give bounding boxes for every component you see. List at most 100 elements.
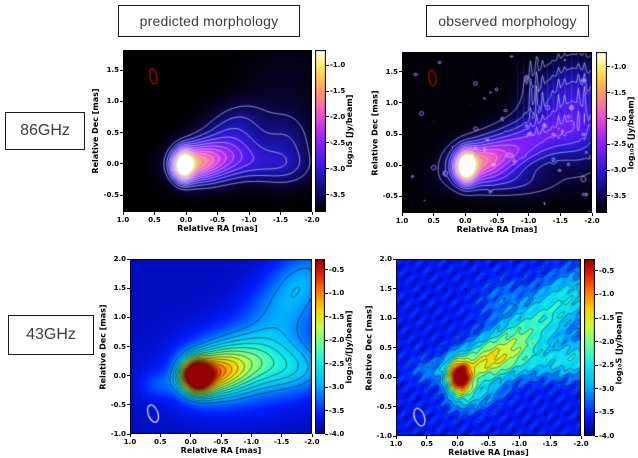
colorbar-tick-label: -3.5 <box>611 191 627 200</box>
colorbar-tick <box>595 364 598 366</box>
x-tick-label: 0.5 <box>154 438 167 446</box>
heatmap-86ghz-predicted <box>123 50 312 212</box>
y-tick-label: 1.0 <box>385 98 398 107</box>
x-tick-label: -2.0 <box>584 217 600 225</box>
y-tick-label: 2.0 <box>379 255 392 263</box>
x-tick-label: -1.5 <box>272 216 289 224</box>
y-axis-tick <box>127 433 130 435</box>
y-axis-tick <box>399 195 402 197</box>
x-axis-tick <box>401 213 403 216</box>
heatmap-43ghz-observed <box>396 259 581 436</box>
x-axis-tick <box>217 212 218 215</box>
y-tick-label: -0.5 <box>376 402 392 411</box>
x-tick-label: 0.0 <box>451 440 464 448</box>
colorbar-tick <box>595 411 598 413</box>
y-axis-tick <box>127 287 130 289</box>
colorbar-tick <box>595 293 598 295</box>
x-axis-tick <box>159 434 161 437</box>
row-header-86ghz: 86GHz <box>5 112 85 150</box>
colorbar-tick <box>326 168 329 170</box>
y-tick-label: -1.0 <box>376 432 392 440</box>
colorbar-tick-label: -2.5 <box>329 359 345 368</box>
y-axis-tick <box>399 133 402 135</box>
x-axis-tick <box>559 213 561 216</box>
colorbar-86ghz-observed <box>596 52 607 213</box>
y-axis-tick <box>127 375 130 377</box>
x-tick-label: -0.5 <box>209 216 226 224</box>
colorbar-tick-label: -2.0 <box>329 336 345 345</box>
x-tick-label: 0.5 <box>427 217 440 225</box>
y-axis-tick <box>127 258 130 260</box>
y-axis-tick <box>393 347 396 348</box>
colorbar-tick-label: -3.0 <box>330 164 346 173</box>
x-axis-tick <box>280 212 281 215</box>
colorbar-tick-label: -3.0 <box>611 166 627 175</box>
colorbar-tick <box>607 169 610 171</box>
y-axis-tick <box>120 163 123 165</box>
y-tick-label: 0.0 <box>113 371 126 380</box>
x-tick-label: -1.0 <box>521 217 537 225</box>
y-tick-label: -0.5 <box>382 192 398 201</box>
colorbar-tick <box>607 118 610 120</box>
heatmap-43ghz-predicted <box>130 259 312 434</box>
y-tick-label: -0.5 <box>103 191 119 200</box>
colorbar-tick-label: -2.0 <box>599 337 615 346</box>
x-tick-label: -0.5 <box>213 438 229 446</box>
colorbar-43ghz-predicted <box>315 259 325 434</box>
colorbar-tick <box>326 64 329 66</box>
y-axis-tick <box>399 102 402 104</box>
y-tick-label: 0.0 <box>106 159 119 168</box>
y-axis-tick <box>399 164 402 166</box>
column-header-predicted-text: predicted morphology <box>139 13 279 29</box>
colorbar-tick-label: -0.5 <box>329 265 345 274</box>
x-tick-label: -1.0 <box>243 438 259 446</box>
x-axis-tick <box>528 213 530 216</box>
y-tick-label: 1.5 <box>379 284 392 293</box>
x-tick-label: -1.5 <box>274 438 290 446</box>
colorbar-tick-label: -4.0 <box>599 432 615 440</box>
row-header-43ghz: 43GHz <box>8 315 94 355</box>
colorbar-tick-label: -3.5 <box>329 406 345 415</box>
colorbar-tick <box>325 339 328 341</box>
colorbar-tick <box>607 92 610 94</box>
x-axis-tick <box>311 434 313 437</box>
x-tick-label: -1.0 <box>511 440 527 448</box>
colorbar-tick <box>595 435 598 437</box>
x-axis-tick <box>185 212 187 215</box>
x-axis-tick <box>395 436 397 439</box>
colorbar-tick <box>595 317 598 319</box>
x-tick-label: 0.5 <box>420 440 434 448</box>
y-axis-tick <box>393 406 396 407</box>
colorbar-tick-label: -0.5 <box>599 266 615 275</box>
x-axis-tick <box>591 213 593 216</box>
x-tick-label: 1.0 <box>116 216 130 224</box>
heatmap-86ghz-observed <box>402 52 592 213</box>
x-tick-label: 0.5 <box>148 216 161 224</box>
x-axis-label: Relative RA [mas] <box>448 448 529 457</box>
y-tick-label: 2.0 <box>113 255 126 263</box>
y-tick-label: 0.5 <box>106 128 119 137</box>
colorbar-tick-label: -4.0 <box>329 430 345 438</box>
colorbar-tick <box>326 90 329 92</box>
x-axis-tick <box>496 213 498 216</box>
colorbar-tick <box>595 270 598 272</box>
x-axis-tick <box>220 434 222 437</box>
colorbar-tick <box>325 269 328 271</box>
x-tick-label: 1.0 <box>389 440 403 448</box>
x-axis-tick <box>281 434 283 437</box>
y-tick-label: 0.5 <box>385 130 398 139</box>
column-header-predicted: predicted morphology <box>118 5 300 37</box>
colorbar-43ghz-observed <box>584 259 595 436</box>
x-tick-label: 0.0 <box>179 216 193 224</box>
y-tick-label: 0.5 <box>379 343 392 352</box>
colorbar-tick <box>325 433 328 435</box>
y-tick-label: 1.5 <box>385 67 398 76</box>
x-tick-label: -2.0 <box>304 216 320 224</box>
y-tick-label: -1.0 <box>110 430 126 438</box>
y-tick-label: 1.0 <box>379 314 392 322</box>
colorbar-tick-label: -2.0 <box>330 112 346 121</box>
x-axis-tick <box>250 434 252 437</box>
colorbar-tick <box>325 292 328 294</box>
y-axis-tick <box>120 194 123 196</box>
column-header-observed: observed morphology <box>426 5 589 37</box>
